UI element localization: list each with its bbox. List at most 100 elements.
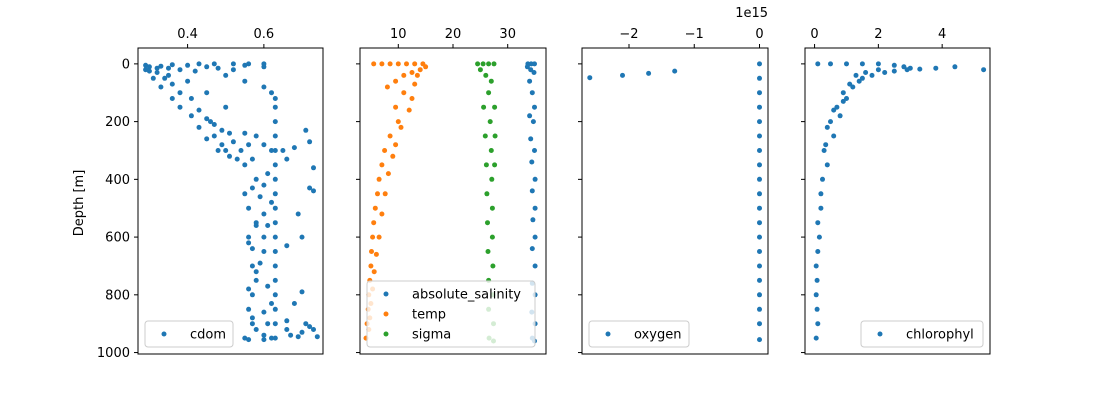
data-point bbox=[234, 156, 240, 162]
data-point bbox=[265, 283, 271, 289]
data-point bbox=[532, 148, 537, 153]
data-point bbox=[311, 327, 316, 332]
data-point bbox=[211, 133, 217, 139]
data-point bbox=[242, 335, 248, 341]
data-point bbox=[406, 107, 412, 113]
data-point bbox=[917, 66, 923, 72]
data-point bbox=[529, 90, 535, 96]
legend-label: temp bbox=[412, 308, 446, 323]
data-point bbox=[269, 335, 274, 341]
data-point bbox=[814, 277, 820, 283]
data-point bbox=[227, 130, 232, 136]
data-point bbox=[269, 199, 274, 205]
legend-box bbox=[366, 280, 536, 348]
data-point bbox=[219, 142, 225, 148]
data-point bbox=[261, 337, 267, 343]
data-point bbox=[158, 63, 164, 69]
data-point bbox=[272, 205, 278, 211]
legend: oxygen bbox=[588, 320, 690, 348]
legend-marker bbox=[605, 331, 611, 337]
data-point bbox=[230, 67, 236, 73]
data-point bbox=[376, 234, 382, 240]
data-point bbox=[853, 72, 859, 78]
legend-marker bbox=[383, 311, 389, 317]
data-point bbox=[489, 176, 495, 182]
data-point bbox=[492, 104, 498, 110]
data-point bbox=[587, 75, 593, 81]
data-point bbox=[815, 61, 821, 67]
data-point bbox=[272, 321, 278, 327]
data-point bbox=[813, 292, 819, 298]
data-point bbox=[307, 185, 313, 191]
data-point bbox=[272, 263, 278, 269]
data-point bbox=[272, 292, 278, 298]
data-point bbox=[211, 61, 217, 67]
data-point bbox=[223, 148, 229, 153]
axes-frame bbox=[804, 47, 991, 355]
data-point bbox=[423, 64, 429, 70]
data-point bbox=[253, 277, 259, 283]
y-tick-label: 1000 bbox=[97, 346, 130, 361]
data-point bbox=[196, 124, 202, 130]
data-point bbox=[280, 148, 286, 153]
data-point bbox=[387, 61, 393, 67]
data-point bbox=[246, 337, 252, 343]
data-point bbox=[818, 191, 824, 197]
data-point bbox=[528, 67, 534, 73]
data-point bbox=[757, 277, 762, 283]
data-point bbox=[371, 269, 377, 275]
data-point bbox=[757, 176, 762, 182]
data-point bbox=[238, 148, 244, 153]
data-point bbox=[219, 127, 225, 133]
data-point bbox=[185, 62, 191, 68]
data-point bbox=[482, 133, 488, 139]
data-point bbox=[824, 162, 830, 168]
data-point bbox=[844, 96, 849, 101]
data-point bbox=[481, 104, 487, 110]
data-point bbox=[204, 90, 210, 96]
data-point bbox=[371, 61, 377, 67]
data-point bbox=[246, 142, 252, 148]
x-offset-label: 1e15 bbox=[735, 6, 768, 21]
data-point bbox=[486, 90, 492, 96]
data-point bbox=[404, 61, 409, 67]
legend-label: absolute_salinity bbox=[412, 288, 521, 303]
data-point bbox=[368, 263, 374, 269]
data-point bbox=[154, 70, 160, 75]
data-point bbox=[757, 306, 762, 312]
legend-box bbox=[860, 320, 984, 348]
data-point bbox=[307, 139, 313, 145]
data-point bbox=[311, 188, 316, 194]
data-point bbox=[831, 107, 837, 113]
data-point bbox=[188, 113, 194, 119]
data-point bbox=[531, 70, 537, 75]
data-point bbox=[393, 142, 399, 148]
series-chlorophyl bbox=[813, 61, 987, 341]
data-point bbox=[291, 145, 297, 151]
data-point bbox=[261, 249, 267, 254]
y-tick-label: 0 bbox=[122, 57, 130, 72]
data-point bbox=[487, 119, 493, 125]
data-point bbox=[284, 243, 290, 249]
legend-marker bbox=[383, 291, 389, 297]
data-point bbox=[314, 334, 320, 340]
data-point bbox=[901, 64, 907, 70]
legend-box bbox=[144, 320, 234, 348]
data-point bbox=[491, 61, 497, 67]
data-point bbox=[204, 116, 210, 122]
data-point bbox=[272, 148, 278, 153]
data-point bbox=[230, 61, 236, 67]
data-point bbox=[272, 133, 278, 139]
data-point bbox=[249, 292, 255, 298]
data-point bbox=[757, 133, 762, 139]
data-point bbox=[249, 156, 255, 162]
data-point bbox=[261, 142, 267, 148]
x-tick-label: −2 bbox=[619, 27, 638, 42]
data-point bbox=[261, 84, 267, 90]
x-tick-label: 4 bbox=[938, 27, 946, 42]
data-point bbox=[401, 72, 407, 78]
data-point bbox=[150, 75, 156, 81]
x-tick-label: 10 bbox=[390, 27, 407, 42]
data-point bbox=[370, 234, 376, 240]
data-point bbox=[475, 61, 481, 67]
